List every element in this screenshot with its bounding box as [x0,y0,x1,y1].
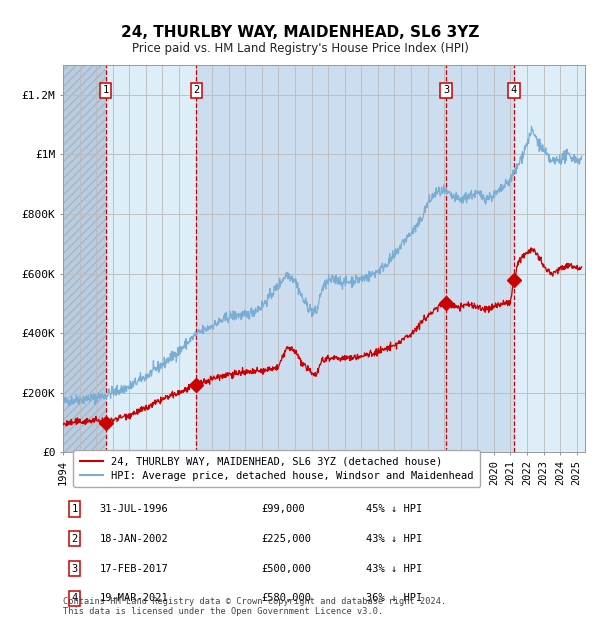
Bar [514,65,585,453]
Text: Price paid vs. HM Land Registry's House Price Index (HPI): Price paid vs. HM Land Registry's House … [131,42,469,55]
Text: 1: 1 [103,86,109,95]
Text: 43% ↓ HPI: 43% ↓ HPI [366,564,422,574]
Text: 2: 2 [193,86,200,95]
Text: 3: 3 [443,86,449,95]
Text: £225,000: £225,000 [262,534,311,544]
Legend: 24, THURLBY WAY, MAIDENHEAD, SL6 3YZ (detached house), HPI: Average price, detac: 24, THURLBY WAY, MAIDENHEAD, SL6 3YZ (de… [73,450,479,487]
Text: This data is licensed under the Open Government Licence v3.0.: This data is licensed under the Open Gov… [63,607,383,616]
Text: £99,000: £99,000 [262,504,305,514]
Text: 45% ↓ HPI: 45% ↓ HPI [366,504,422,514]
Text: £500,000: £500,000 [262,564,311,574]
Text: 36% ↓ HPI: 36% ↓ HPI [366,593,422,603]
Text: 19-MAR-2021: 19-MAR-2021 [100,593,168,603]
Text: 18-JAN-2002: 18-JAN-2002 [100,534,168,544]
Bar [63,65,106,453]
Text: 17-FEB-2017: 17-FEB-2017 [100,564,168,574]
Text: Contains HM Land Registry data © Crown copyright and database right 2024.: Contains HM Land Registry data © Crown c… [63,598,446,606]
Text: 43% ↓ HPI: 43% ↓ HPI [366,534,422,544]
Bar [106,65,196,453]
Text: 2: 2 [71,534,77,544]
Text: £580,000: £580,000 [262,593,311,603]
Text: 4: 4 [511,86,517,95]
Text: 24, THURLBY WAY, MAIDENHEAD, SL6 3YZ: 24, THURLBY WAY, MAIDENHEAD, SL6 3YZ [121,25,479,40]
Text: 1: 1 [71,504,77,514]
Text: 4: 4 [71,593,77,603]
Text: 31-JUL-1996: 31-JUL-1996 [100,504,168,514]
Text: 3: 3 [71,564,77,574]
